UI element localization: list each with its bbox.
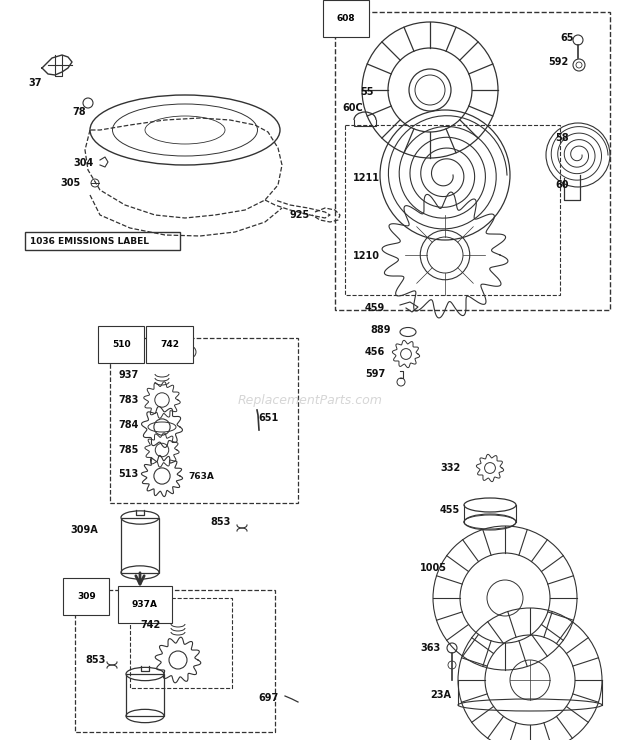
Text: 853: 853	[210, 517, 231, 527]
Text: 925: 925	[290, 210, 310, 220]
Text: 889: 889	[370, 325, 391, 335]
Text: ReplacementParts.com: ReplacementParts.com	[237, 394, 383, 406]
Text: 510: 510	[112, 340, 131, 349]
Text: 55: 55	[360, 87, 373, 97]
Text: 309: 309	[77, 592, 95, 601]
Text: 742: 742	[140, 620, 160, 630]
Text: 1005: 1005	[420, 563, 447, 573]
Text: 1211: 1211	[353, 173, 380, 183]
Text: 23A: 23A	[430, 690, 451, 700]
Text: 592: 592	[548, 57, 569, 67]
Text: 332: 332	[440, 463, 460, 473]
Text: 597: 597	[365, 369, 385, 379]
Text: 60: 60	[555, 180, 569, 190]
Bar	[130, 598, 232, 688]
Text: 78: 78	[72, 107, 86, 117]
Text: 785: 785	[118, 445, 138, 455]
Text: 697: 697	[258, 693, 278, 703]
Bar	[345, 125, 560, 295]
Bar	[121, 517, 159, 573]
Bar	[110, 338, 298, 503]
Text: 853: 853	[85, 655, 105, 665]
Text: 784: 784	[118, 420, 138, 430]
Text: 1210: 1210	[353, 251, 380, 261]
Bar	[75, 590, 275, 732]
Text: 304: 304	[73, 158, 93, 168]
Bar	[335, 12, 610, 310]
Text: 65: 65	[560, 33, 574, 43]
Text: 937A: 937A	[132, 600, 158, 609]
Text: 1036 EMISSIONS LABEL: 1036 EMISSIONS LABEL	[30, 237, 149, 246]
Text: 37: 37	[28, 78, 42, 88]
Text: 742: 742	[160, 340, 179, 349]
Bar	[25, 232, 180, 250]
Text: 58: 58	[555, 133, 569, 143]
Text: 513: 513	[118, 469, 138, 479]
Text: 763A: 763A	[188, 471, 214, 480]
Bar	[126, 674, 164, 716]
Text: 363: 363	[420, 643, 440, 653]
Text: 651: 651	[258, 413, 278, 423]
Text: 455: 455	[440, 505, 460, 515]
Text: 459: 459	[365, 303, 385, 313]
Text: 456: 456	[365, 347, 385, 357]
Text: 937: 937	[118, 370, 138, 380]
Text: 608: 608	[337, 14, 356, 23]
Text: 783: 783	[118, 395, 138, 405]
Text: 305: 305	[60, 178, 80, 188]
Text: 309A: 309A	[70, 525, 98, 535]
Text: 60C: 60C	[342, 103, 363, 113]
